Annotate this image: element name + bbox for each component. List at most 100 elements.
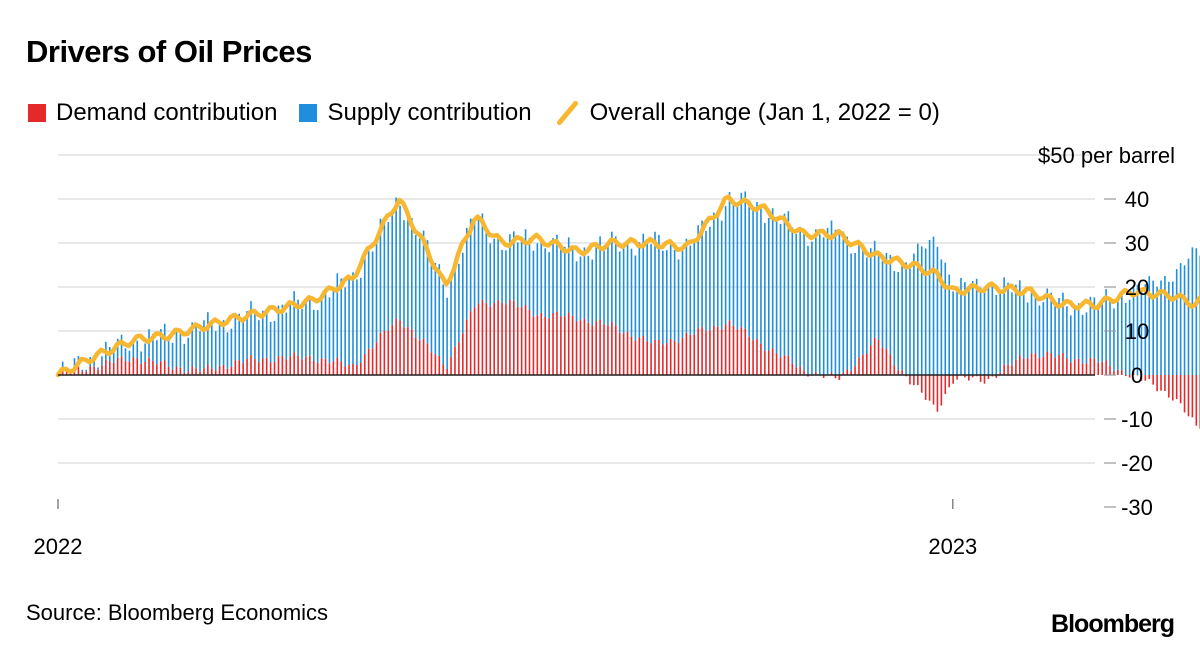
supply-bar <box>242 321 244 363</box>
supply-bar <box>261 310 264 359</box>
supply-bar <box>399 205 401 321</box>
supply-bar <box>960 277 962 375</box>
demand-bar <box>1062 352 1064 375</box>
demand-bar <box>815 371 817 375</box>
supply-bar <box>218 320 221 366</box>
demand-bar <box>1164 375 1166 392</box>
demand-bar <box>1191 375 1194 418</box>
supply-bar <box>309 296 311 356</box>
supply-bar <box>293 291 295 353</box>
legend-label-demand: Demand contribution <box>56 99 278 126</box>
supply-bar <box>1058 297 1060 355</box>
demand-bar <box>1148 375 1151 379</box>
demand-bar <box>367 348 370 375</box>
supply-bar <box>869 248 872 346</box>
supply-bar <box>614 236 617 326</box>
demand-bar <box>987 375 990 379</box>
supply-bar <box>379 218 382 333</box>
demand-bar <box>210 368 213 375</box>
supply-bar <box>713 212 715 326</box>
supply-bar <box>97 367 99 370</box>
demand-bar <box>787 355 790 375</box>
supply-bar <box>199 331 201 372</box>
demand-bar <box>462 333 464 375</box>
supply-bar <box>854 253 856 367</box>
supply-bar <box>818 234 821 375</box>
demand-bar <box>101 365 103 375</box>
supply-bar <box>332 288 335 362</box>
supply-bar <box>1144 284 1147 375</box>
demand-bar <box>156 364 158 375</box>
supply-bar <box>481 213 484 300</box>
supply-bar <box>1168 281 1170 375</box>
supply-bar <box>426 240 429 344</box>
supply-bar <box>677 259 680 344</box>
demand-bar <box>677 343 680 375</box>
demand-bar <box>971 375 974 378</box>
demand-bar <box>634 340 637 375</box>
supply-bar <box>1062 292 1064 353</box>
supply-bar <box>1117 298 1119 370</box>
demand-bar <box>312 361 315 375</box>
supply-bar <box>179 332 182 368</box>
demand-bar <box>740 327 743 375</box>
demand-bar <box>363 353 366 375</box>
supply-bar <box>336 273 339 358</box>
supply-bar <box>1113 308 1115 372</box>
demand-bar <box>261 358 264 375</box>
supply-bar <box>140 351 142 364</box>
demand-swatch-icon <box>28 104 46 122</box>
demand-bar <box>242 362 244 375</box>
demand-bar <box>948 375 950 388</box>
supply-bar <box>246 311 248 360</box>
supply-bar <box>395 197 397 319</box>
y-tick-label: -10 <box>1121 407 1153 432</box>
demand-bar <box>779 357 782 375</box>
supply-bar <box>485 228 488 304</box>
supply-bar <box>469 218 472 312</box>
demand-bar <box>348 364 350 375</box>
supply-bar <box>1042 302 1045 357</box>
supply-bar <box>924 248 927 375</box>
demand-bar <box>1046 351 1049 375</box>
demand-bar <box>822 375 825 378</box>
supply-bar <box>171 342 174 370</box>
demand-bar <box>607 325 609 375</box>
demand-bar <box>1019 355 1021 375</box>
demand-bar <box>281 356 284 375</box>
supply-bar <box>654 231 656 340</box>
demand-bar <box>909 375 911 385</box>
supply-bar <box>971 281 974 375</box>
supply-bar <box>328 297 331 364</box>
demand-bar <box>869 345 872 375</box>
demand-bar <box>1136 374 1139 376</box>
demand-bar <box>352 363 354 375</box>
supply-bar <box>889 254 892 355</box>
demand-bar <box>587 322 590 375</box>
supply-bar <box>548 252 550 319</box>
demand-bar <box>1195 375 1198 426</box>
demand-bar <box>69 372 72 375</box>
supply-bar <box>611 231 613 323</box>
supply-bar <box>897 272 900 371</box>
supply-bar <box>505 250 507 305</box>
demand-bar <box>320 358 323 375</box>
supply-bar <box>724 206 727 325</box>
demand-bar <box>999 372 1001 375</box>
supply-bar <box>183 343 186 373</box>
demand-bar <box>516 306 519 375</box>
supply-bar <box>446 297 448 370</box>
demand-bar <box>379 332 382 375</box>
brand-logo: Bloomberg <box>1051 610 1175 638</box>
supply-bar <box>1160 280 1162 375</box>
supply-bar <box>544 248 546 317</box>
demand-bar <box>544 316 546 375</box>
supply-bar <box>152 333 154 361</box>
demand-bar <box>701 327 703 375</box>
supply-bar <box>101 356 103 366</box>
demand-bar <box>1069 362 1072 375</box>
supply-bar <box>120 334 123 357</box>
demand-bar <box>324 358 327 375</box>
legend-item-demand: Demand contribution <box>28 99 277 127</box>
demand-bar <box>724 324 727 375</box>
